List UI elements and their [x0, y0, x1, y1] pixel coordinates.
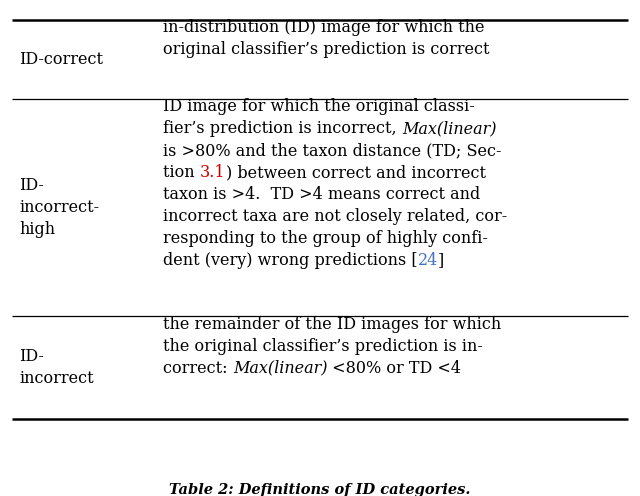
Text: fier’s prediction is incorrect,: fier’s prediction is incorrect,: [163, 120, 402, 137]
Text: ]: ]: [438, 252, 444, 269]
Text: taxon is >4.  TD >4 means correct and: taxon is >4. TD >4 means correct and: [163, 186, 481, 203]
Text: 24: 24: [418, 252, 438, 269]
Text: the original classifier’s prediction is in-: the original classifier’s prediction is …: [163, 338, 483, 355]
Text: high: high: [19, 221, 55, 238]
Text: is >80% and the taxon distance (TD; Sec-: is >80% and the taxon distance (TD; Sec-: [163, 142, 502, 159]
Text: ID-: ID-: [19, 177, 44, 194]
Text: ID image for which the original classi-: ID image for which the original classi-: [163, 98, 475, 115]
Text: Table 2: Definitions of ID categories.: Table 2: Definitions of ID categories.: [169, 483, 471, 496]
Text: incorrect: incorrect: [19, 371, 94, 387]
Text: in-distribution (ID) image for which the: in-distribution (ID) image for which the: [163, 19, 484, 36]
Text: dent (very) wrong predictions [: dent (very) wrong predictions [: [163, 252, 418, 269]
Text: responding to the group of highly confi-: responding to the group of highly confi-: [163, 230, 488, 247]
Text: tion: tion: [163, 164, 200, 181]
Text: incorrect taxa are not closely related, cor-: incorrect taxa are not closely related, …: [163, 208, 508, 225]
Text: original classifier’s prediction is correct: original classifier’s prediction is corr…: [163, 41, 490, 58]
Text: incorrect-: incorrect-: [19, 199, 99, 216]
Text: ID-: ID-: [19, 348, 44, 366]
Text: Max(linear): Max(linear): [402, 120, 497, 137]
Text: ID-correct: ID-correct: [19, 51, 103, 68]
Text: correct:: correct:: [163, 360, 233, 376]
Text: Max(linear): Max(linear): [233, 360, 327, 376]
Text: the remainder of the ID images for which: the remainder of the ID images for which: [163, 315, 502, 332]
Text: <80% or TD <4: <80% or TD <4: [327, 360, 461, 376]
Text: 3.1: 3.1: [200, 164, 225, 181]
Text: ) between correct and incorrect: ) between correct and incorrect: [225, 164, 486, 181]
